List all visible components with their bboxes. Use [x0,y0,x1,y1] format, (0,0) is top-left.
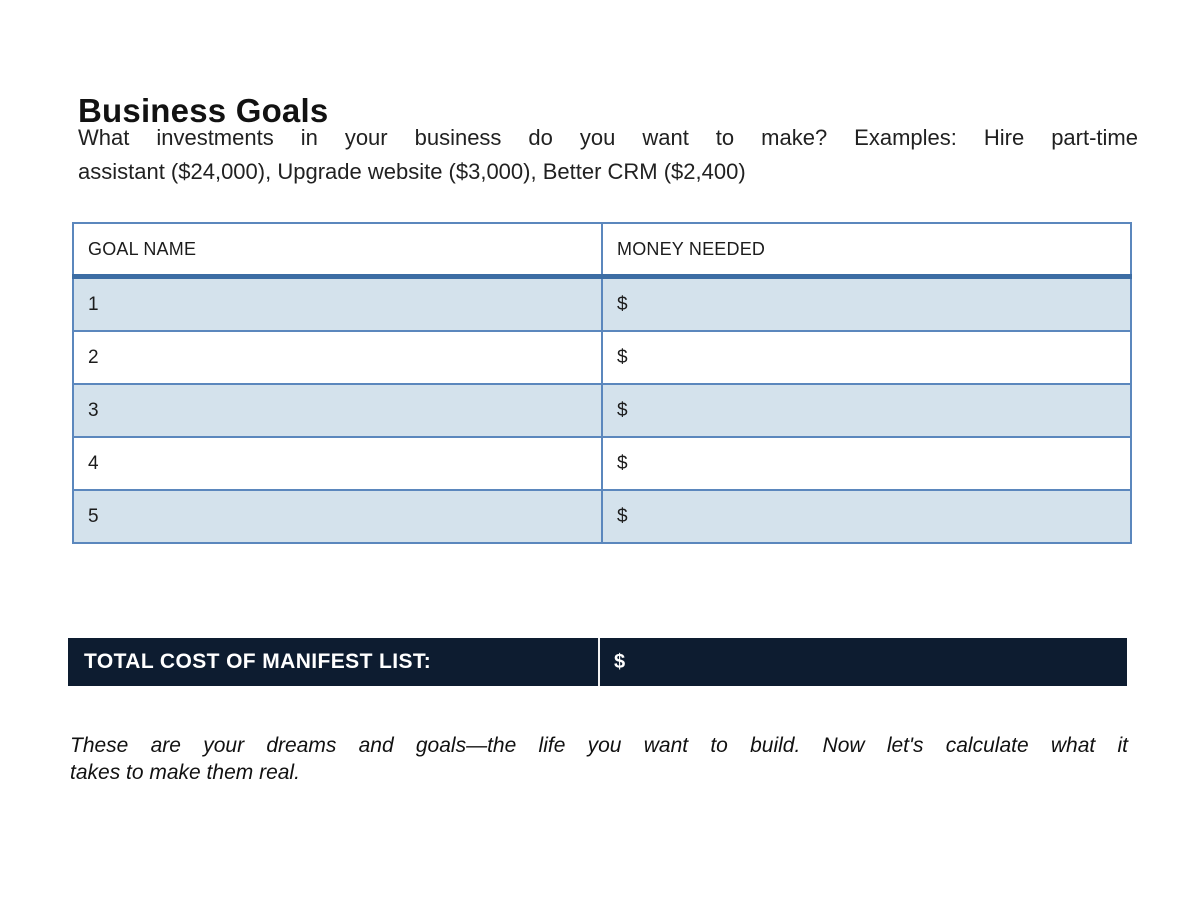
table-row: 3 $ [72,383,1132,438]
total-divider [598,638,600,686]
goal-name-cell[interactable]: 1 [72,275,603,332]
footer-line: These are your dreams and goals—the life… [70,734,1128,757]
page-description: What investments in your business do you… [78,121,1138,189]
dollar-sign: $ [617,293,628,315]
goals-table: GOAL NAME MONEY NEEDED 1 $ 2 $ 3 $ 4 $ 5… [72,222,1132,544]
money-cell[interactable]: $ [601,489,1132,544]
dollar-sign: $ [617,505,628,527]
description-line: What investments in your business do you… [78,125,1138,150]
column-header-money-needed: MONEY NEEDED [601,222,1132,279]
table-row: 2 $ [72,330,1132,385]
row-number: 2 [88,346,99,368]
total-amount-cell[interactable]: $ [600,638,1127,686]
page-title: Business Goals [78,92,329,130]
goal-name-cell[interactable]: 2 [72,330,603,385]
money-cell[interactable]: $ [601,383,1132,438]
goal-name-cell[interactable]: 5 [72,489,603,544]
row-number: 4 [88,452,99,474]
table-row: 1 $ [72,275,1132,332]
table-header-row: GOAL NAME MONEY NEEDED [72,222,1132,279]
dollar-sign: $ [617,399,628,421]
money-cell[interactable]: $ [601,330,1132,385]
total-label-cell: TOTAL COST OF MANIFEST LIST: [68,638,598,686]
goal-name-cell[interactable]: 3 [72,383,603,438]
description-line: assistant ($24,000), Upgrade website ($3… [78,159,746,184]
row-number: 1 [88,293,99,315]
row-number: 3 [88,399,99,421]
footer-note: These are your dreams and goals—the life… [70,732,1128,786]
column-header-goal-name: GOAL NAME [72,222,603,279]
money-cell[interactable]: $ [601,436,1132,491]
money-cell[interactable]: $ [601,275,1132,332]
table-row: 5 $ [72,489,1132,544]
dollar-sign: $ [617,346,628,368]
total-bar: TOTAL COST OF MANIFEST LIST: $ [68,638,1127,686]
row-number: 5 [88,505,99,527]
total-dollar-sign: $ [614,650,626,673]
footer-line: takes to make them real. [70,761,300,784]
goal-name-cell[interactable]: 4 [72,436,603,491]
total-label: TOTAL COST OF MANIFEST LIST: [84,650,432,673]
table-row: 4 $ [72,436,1132,491]
dollar-sign: $ [617,452,628,474]
